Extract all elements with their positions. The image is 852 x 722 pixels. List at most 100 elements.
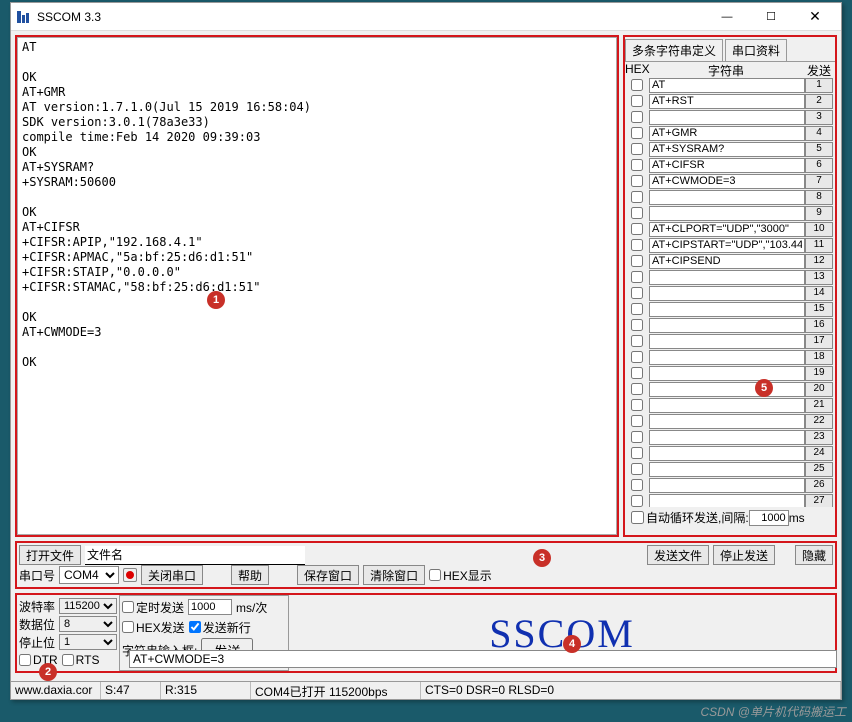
stopbits-select[interactable]: 1 — [59, 634, 117, 650]
cmd-send-button[interactable]: 3 — [805, 110, 833, 125]
cmd-text-input[interactable] — [649, 270, 805, 285]
cmd-hex-check[interactable] — [631, 335, 643, 347]
auto-loop-check[interactable] — [631, 511, 644, 524]
cmd-text-input[interactable] — [649, 126, 805, 141]
cmd-send-button[interactable]: 15 — [805, 302, 833, 317]
hex-show-check[interactable]: HEX显示 — [429, 567, 492, 584]
cmd-text-input[interactable] — [649, 238, 805, 253]
cmd-send-button[interactable]: 11 — [805, 238, 833, 253]
close-button[interactable]: ✕ — [793, 3, 837, 31]
cmd-hex-check[interactable] — [631, 239, 643, 251]
cmd-send-button[interactable]: 25 — [805, 462, 833, 477]
cmd-send-button[interactable]: 12 — [805, 254, 833, 269]
cmd-text-input[interactable] — [649, 94, 805, 109]
cmd-send-button[interactable]: 26 — [805, 478, 833, 493]
stop-send-button[interactable]: 停止发送 — [713, 545, 775, 565]
cmd-text-input[interactable] — [649, 478, 805, 493]
cmd-text-input[interactable] — [649, 206, 805, 221]
cmd-send-button[interactable]: 23 — [805, 430, 833, 445]
cmd-text-input[interactable] — [649, 398, 805, 413]
open-file-button[interactable]: 打开文件 — [19, 545, 81, 565]
cmd-text-input[interactable] — [649, 462, 805, 477]
cmd-send-button[interactable]: 10 — [805, 222, 833, 237]
help-button[interactable]: 帮助 — [231, 565, 269, 585]
cmd-text-input[interactable] — [649, 110, 805, 125]
cmd-send-button[interactable]: 22 — [805, 414, 833, 429]
cmd-send-button[interactable]: 7 — [805, 174, 833, 189]
rts-check[interactable]: RTS — [62, 653, 100, 667]
port-select[interactable]: COM4 — [59, 566, 119, 584]
cmd-send-button[interactable]: 4 — [805, 126, 833, 141]
cmd-send-button[interactable]: 9 — [805, 206, 833, 221]
send-input[interactable] — [129, 650, 837, 668]
cmd-text-input[interactable] — [649, 414, 805, 429]
hex-send-check[interactable]: HEX发送 — [122, 619, 185, 636]
cmd-send-button[interactable]: 19 — [805, 366, 833, 381]
record-icon[interactable] — [123, 568, 137, 582]
cmd-text-input[interactable] — [649, 430, 805, 445]
send-file-button[interactable]: 发送文件 — [647, 545, 709, 565]
cmd-send-button[interactable]: 6 — [805, 158, 833, 173]
cmd-send-button[interactable]: 16 — [805, 318, 833, 333]
cmd-send-button[interactable]: 24 — [805, 446, 833, 461]
cmd-hex-check[interactable] — [631, 431, 643, 443]
cmd-text-input[interactable] — [649, 158, 805, 173]
terminal-output[interactable]: AT OK AT+GMR AT version:1.7.1.0(Jul 15 2… — [17, 37, 617, 535]
cmd-text-input[interactable] — [649, 318, 805, 333]
cmd-send-button[interactable]: 2 — [805, 94, 833, 109]
cmd-hex-check[interactable] — [631, 271, 643, 283]
cmd-hex-check[interactable] — [631, 143, 643, 155]
cmd-hex-check[interactable] — [631, 287, 643, 299]
cmd-text-input[interactable] — [649, 302, 805, 317]
cmd-send-button[interactable]: 18 — [805, 350, 833, 365]
timed-interval-input[interactable] — [188, 599, 232, 615]
databits-select[interactable]: 8 — [59, 616, 117, 632]
cmd-hex-check[interactable] — [631, 399, 643, 411]
maximize-button[interactable]: ☐ — [749, 3, 793, 31]
cmd-hex-check[interactable] — [631, 111, 643, 123]
loop-interval-input[interactable] — [749, 510, 789, 526]
cmd-hex-check[interactable] — [631, 447, 643, 459]
cmd-hex-check[interactable] — [631, 255, 643, 267]
cmd-send-button[interactable]: 20 — [805, 382, 833, 397]
cmd-send-button[interactable]: 14 — [805, 286, 833, 301]
timed-send-check[interactable]: 定时发送 — [122, 599, 184, 616]
cmd-text-input[interactable] — [649, 142, 805, 157]
cmd-hex-check[interactable] — [631, 495, 643, 507]
hide-button[interactable]: 隐藏 — [795, 545, 833, 565]
cmd-text-input[interactable] — [649, 78, 805, 93]
baud-select[interactable]: 115200 — [59, 598, 117, 614]
cmd-text-input[interactable] — [649, 254, 805, 269]
cmd-hex-check[interactable] — [631, 207, 643, 219]
cmd-hex-check[interactable] — [631, 479, 643, 491]
cmd-text-input[interactable] — [649, 350, 805, 365]
cmd-text-input[interactable] — [649, 494, 805, 508]
filename-field[interactable]: 文件名 — [85, 546, 305, 565]
minimize-button[interactable]: — — [705, 3, 749, 31]
cmd-send-button[interactable]: 13 — [805, 270, 833, 285]
cmd-text-input[interactable] — [649, 334, 805, 349]
cmd-send-button[interactable]: 1 — [805, 78, 833, 93]
tab-portinfo[interactable]: 串口资料 — [725, 39, 787, 61]
cmd-text-input[interactable] — [649, 382, 805, 397]
cmd-send-button[interactable]: 8 — [805, 190, 833, 205]
clear-window-button[interactable]: 清除窗口 — [363, 565, 425, 585]
tab-multistring[interactable]: 多条字符串定义 — [625, 39, 723, 61]
cmd-send-button[interactable]: 5 — [805, 142, 833, 157]
cmd-hex-check[interactable] — [631, 463, 643, 475]
cmd-hex-check[interactable] — [631, 383, 643, 395]
close-port-button[interactable]: 关闭串口 — [141, 565, 203, 585]
save-window-button[interactable]: 保存窗口 — [297, 565, 359, 585]
cmd-text-input[interactable] — [649, 446, 805, 461]
cmd-text-input[interactable] — [649, 190, 805, 205]
cmd-hex-check[interactable] — [631, 95, 643, 107]
cmd-send-button[interactable]: 21 — [805, 398, 833, 413]
cmd-hex-check[interactable] — [631, 175, 643, 187]
cmd-hex-check[interactable] — [631, 319, 643, 331]
cmd-hex-check[interactable] — [631, 303, 643, 315]
cmd-hex-check[interactable] — [631, 415, 643, 427]
cmd-text-input[interactable] — [649, 286, 805, 301]
cmd-hex-check[interactable] — [631, 159, 643, 171]
cmd-send-button[interactable]: 17 — [805, 334, 833, 349]
newline-check[interactable]: 发送新行 — [189, 619, 251, 636]
